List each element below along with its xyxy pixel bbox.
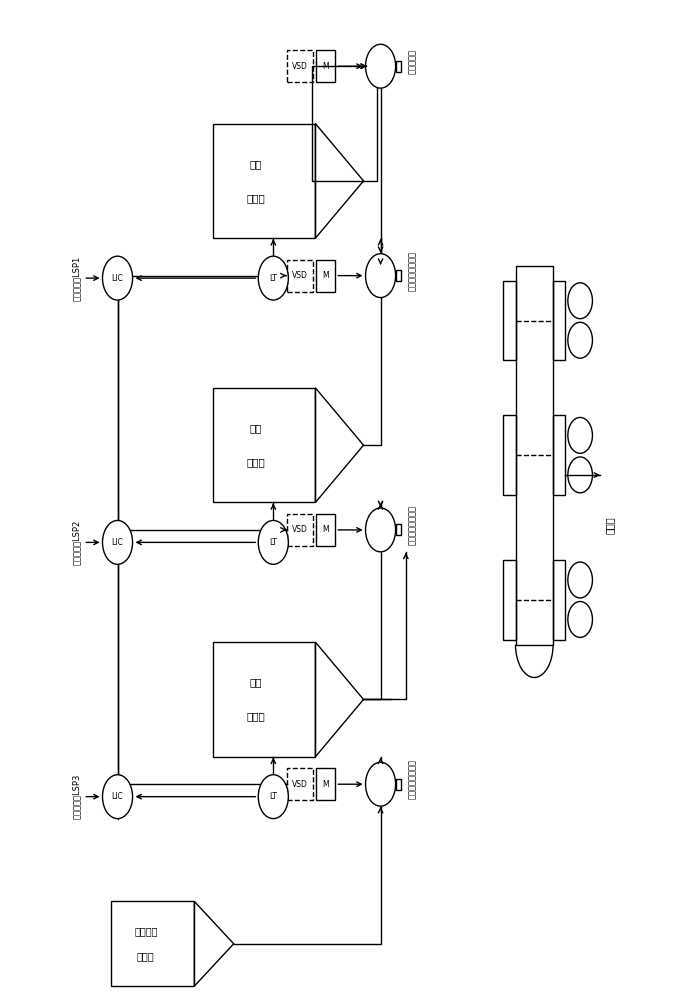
Text: 预热器: 预热器 bbox=[247, 712, 265, 722]
Text: 中温: 中温 bbox=[250, 423, 262, 433]
Text: LIC: LIC bbox=[112, 792, 123, 801]
Text: 给料槽: 给料槽 bbox=[137, 951, 154, 961]
Text: M: M bbox=[322, 780, 329, 789]
Circle shape bbox=[366, 44, 396, 88]
Text: M: M bbox=[322, 271, 329, 280]
Circle shape bbox=[366, 762, 396, 806]
Text: VSD: VSD bbox=[292, 780, 308, 789]
Bar bbox=[287, 260, 314, 292]
Text: VSD: VSD bbox=[292, 62, 308, 71]
Text: 液位设定值LSP3: 液位设定值LSP3 bbox=[72, 774, 81, 819]
Bar bbox=[504, 281, 515, 360]
Text: 低温: 低温 bbox=[250, 677, 262, 687]
Bar bbox=[553, 281, 565, 360]
Bar bbox=[396, 61, 401, 72]
Circle shape bbox=[259, 256, 288, 300]
Bar bbox=[316, 514, 335, 546]
Bar bbox=[396, 270, 401, 281]
Text: 高压给料泵: 高压给料泵 bbox=[408, 49, 417, 74]
Text: 高温: 高温 bbox=[250, 159, 262, 169]
Text: 中温预热器给料泵: 中温预热器给料泵 bbox=[408, 505, 417, 545]
Bar bbox=[504, 560, 515, 640]
Bar bbox=[287, 514, 314, 546]
Bar bbox=[316, 260, 335, 292]
Bar bbox=[553, 560, 565, 640]
Text: 预热器: 预热器 bbox=[247, 193, 265, 203]
Circle shape bbox=[366, 254, 396, 298]
Bar bbox=[553, 415, 565, 495]
Bar bbox=[213, 388, 316, 502]
Circle shape bbox=[102, 775, 132, 819]
Text: 预热器: 预热器 bbox=[247, 457, 265, 467]
Text: LT: LT bbox=[270, 538, 277, 547]
Text: LT: LT bbox=[270, 274, 277, 283]
Text: 高压酸液: 高压酸液 bbox=[134, 926, 158, 936]
Text: M: M bbox=[322, 62, 329, 71]
Bar bbox=[396, 779, 401, 790]
Circle shape bbox=[259, 520, 288, 564]
Bar bbox=[287, 50, 314, 82]
Text: 低温预热器给料泵: 低温预热器给料泵 bbox=[408, 759, 417, 799]
Bar bbox=[504, 415, 515, 495]
Bar bbox=[110, 901, 194, 986]
Bar bbox=[316, 50, 335, 82]
Text: M: M bbox=[322, 525, 329, 534]
Circle shape bbox=[102, 520, 132, 564]
Bar bbox=[213, 642, 316, 757]
Bar bbox=[515, 266, 553, 645]
Bar bbox=[287, 768, 314, 800]
Text: VSD: VSD bbox=[292, 271, 308, 280]
Circle shape bbox=[102, 256, 132, 300]
Bar bbox=[316, 768, 335, 800]
Circle shape bbox=[366, 508, 396, 552]
Circle shape bbox=[259, 775, 288, 819]
Bar bbox=[213, 124, 316, 238]
Text: 高压釜: 高压釜 bbox=[605, 516, 615, 534]
Text: 液位设定值LSP1: 液位设定值LSP1 bbox=[72, 255, 81, 301]
Text: LIC: LIC bbox=[112, 538, 123, 547]
Text: LIC: LIC bbox=[112, 274, 123, 283]
Bar bbox=[396, 524, 401, 535]
Text: 高温预热器给料泵: 高温预热器给料泵 bbox=[408, 251, 417, 291]
Text: 液位设定值LSP2: 液位设定值LSP2 bbox=[72, 520, 81, 565]
Text: VSD: VSD bbox=[292, 525, 308, 534]
Text: LT: LT bbox=[270, 792, 277, 801]
